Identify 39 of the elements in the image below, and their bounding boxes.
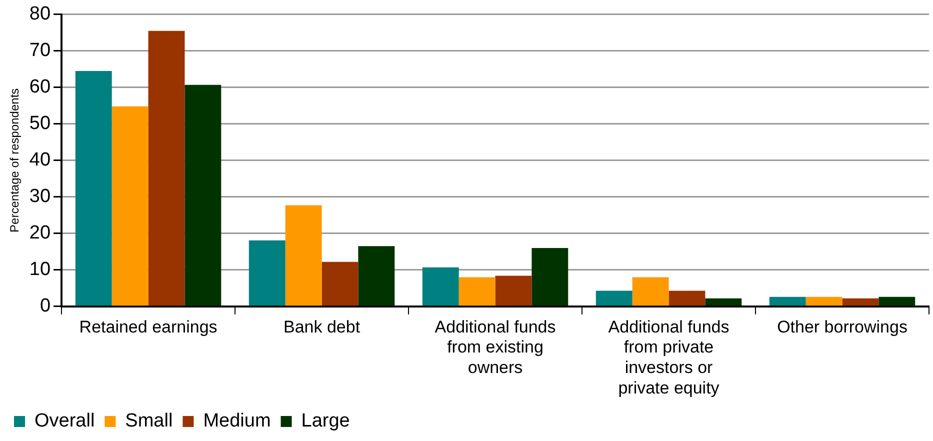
x-tick-label: Additional funds from existing owners bbox=[434, 317, 556, 378]
bar bbox=[358, 246, 395, 306]
bar bbox=[596, 290, 632, 306]
x-tick-label: Additional funds from private investors or private equity bbox=[608, 317, 730, 398]
bar bbox=[148, 30, 185, 306]
bar bbox=[532, 248, 568, 306]
bar bbox=[878, 296, 916, 306]
legend-label: Overall bbox=[34, 410, 95, 432]
bar bbox=[75, 70, 112, 306]
y-tick-label: 10 bbox=[29, 259, 51, 280]
y-tick-label: 0 bbox=[40, 296, 51, 317]
bar bbox=[248, 240, 286, 306]
bar bbox=[769, 296, 806, 306]
bar bbox=[495, 276, 532, 306]
legend-label: Large bbox=[301, 410, 350, 432]
y-tick-label: 80 bbox=[29, 4, 51, 25]
bar bbox=[322, 262, 358, 306]
y-axis-title: Percentage of respondents bbox=[8, 88, 22, 232]
x-tick-label: Other borrowings bbox=[777, 317, 908, 336]
x-tick-label: Retained earnings bbox=[79, 317, 218, 336]
bar bbox=[806, 296, 842, 306]
x-tick-label: Bank debt bbox=[283, 317, 360, 336]
bar bbox=[184, 84, 222, 306]
bar bbox=[458, 277, 496, 306]
bar bbox=[422, 267, 459, 306]
y-tick-label: 60 bbox=[29, 76, 51, 98]
bar bbox=[112, 106, 148, 306]
y-tick-label: 70 bbox=[29, 40, 51, 62]
bar bbox=[668, 290, 706, 306]
y-tick-label: 20 bbox=[29, 222, 51, 244]
y-tick-label: 30 bbox=[29, 186, 51, 208]
bar bbox=[705, 298, 742, 306]
bar bbox=[632, 277, 669, 306]
bar bbox=[285, 205, 322, 306]
legend-label: Medium bbox=[203, 410, 271, 432]
y-tick-label: 40 bbox=[29, 150, 51, 171]
y-tick-label: 50 bbox=[29, 113, 51, 134]
legend-label: Small bbox=[125, 410, 173, 432]
bar bbox=[842, 298, 879, 306]
